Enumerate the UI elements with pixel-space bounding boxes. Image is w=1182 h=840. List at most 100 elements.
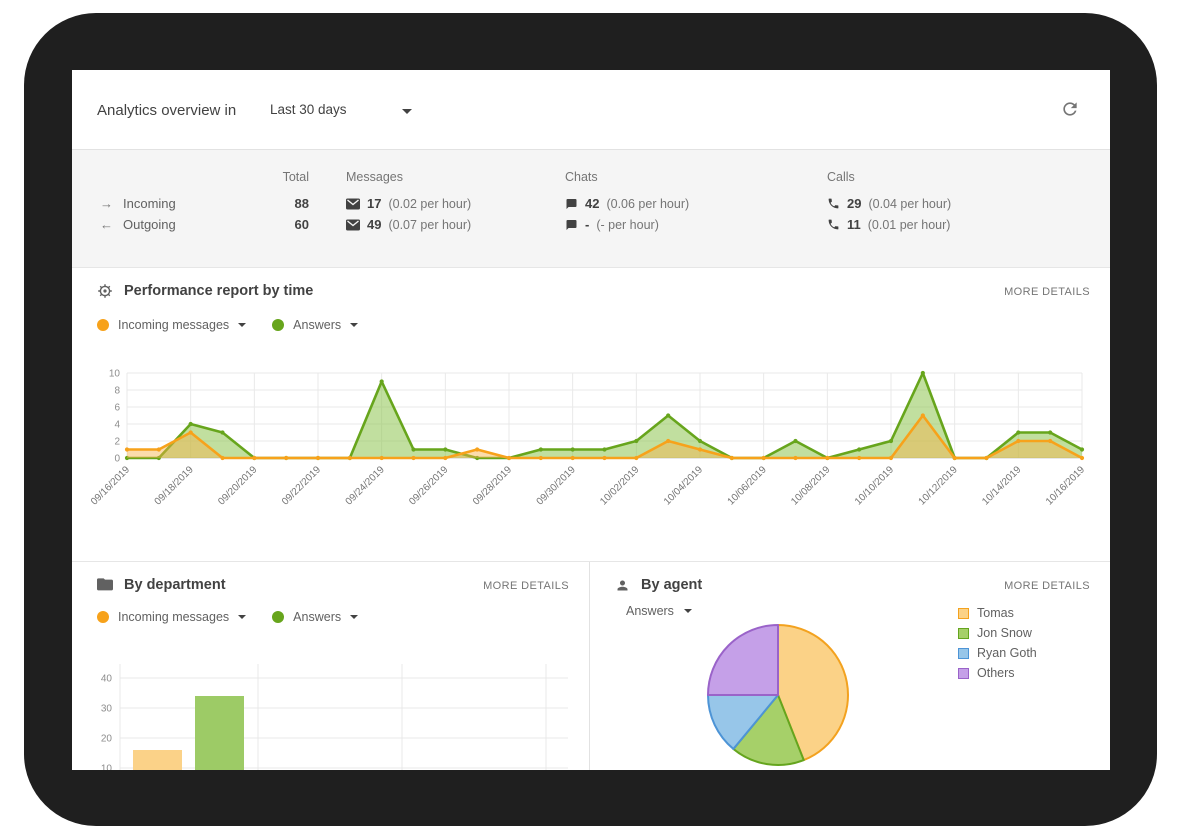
legend-tomas[interactable]: Tomas <box>958 606 1037 620</box>
department-bar-chart[interactable]: 40 30 20 10 <box>72 644 590 770</box>
col-header-calls: Calls <box>827 170 855 184</box>
device-frame: Analytics overview in Last 30 days Total… <box>24 13 1157 826</box>
legend-answers[interactable]: Answers <box>272 610 359 624</box>
refresh-icon <box>1063 102 1077 116</box>
period-dropdown[interactable]: Last 30 days <box>270 101 420 123</box>
page-title: Analytics overview in <box>97 102 237 119</box>
svg-text:09/18/2019: 09/18/2019 <box>153 464 196 507</box>
svg-text:40: 40 <box>101 674 113 685</box>
by-agent-panel: By agent MORE DETAILS Answers Tomas Jon … <box>590 562 1110 770</box>
svg-text:10/12/2019: 10/12/2019 <box>917 464 960 507</box>
legend-others[interactable]: Others <box>958 666 1037 680</box>
green-dot-icon <box>272 319 285 331</box>
envelope-icon <box>346 219 360 230</box>
pie-slice-others <box>707 624 779 696</box>
orange-dot-icon <box>97 319 109 331</box>
svg-text:20: 20 <box>101 734 113 745</box>
legend-incoming-messages[interactable]: Incoming messages <box>97 610 247 624</box>
svg-text:30: 30 <box>101 704 113 715</box>
pie-slice-ryan-goth <box>707 694 779 750</box>
swatch-icon <box>958 627 969 639</box>
pie-slice-tomas <box>777 624 849 762</box>
swatch-icon <box>958 607 969 619</box>
agent-metric-dropdown[interactable]: Answers <box>626 604 692 618</box>
person-icon <box>617 580 628 590</box>
incoming-calls: 29 (0.04 per hour) <box>827 196 1110 211</box>
svg-text:09/20/2019: 09/20/2019 <box>216 464 259 507</box>
svg-text:09/30/2019: 09/30/2019 <box>535 464 578 507</box>
arrow-left-icon: ← <box>100 217 113 232</box>
svg-text:09/16/2019: 09/16/2019 <box>89 464 132 507</box>
pie-legend: Tomas Jon Snow Ryan Goth Others <box>958 606 1037 686</box>
performance-more-details[interactable]: MORE DETAILS <box>1004 286 1090 298</box>
performance-report-panel: Performance report by time MORE DETAILS … <box>72 268 1110 562</box>
chat-bubble-icon <box>566 219 577 230</box>
col-header-total: Total <box>282 170 309 184</box>
svg-text:09/22/2019: 09/22/2019 <box>280 464 323 507</box>
svg-text:10/16/2019: 10/16/2019 <box>1044 464 1087 507</box>
svg-text:0: 0 <box>114 454 120 465</box>
svg-text:6: 6 <box>114 403 120 414</box>
outgoing-calls: 11 (0.01 per hour) <box>827 217 1110 232</box>
incoming-total: 88 <box>294 196 309 211</box>
svg-text:2: 2 <box>114 437 120 448</box>
pie-slice-jon-snow <box>732 694 805 766</box>
row-outgoing: ← Outgoing <box>97 217 247 232</box>
legend-answers[interactable]: Answers <box>272 318 359 332</box>
swatch-icon <box>958 647 969 659</box>
svg-text:4: 4 <box>114 420 120 431</box>
legend-jon-snow[interactable]: Jon Snow <box>958 626 1037 640</box>
svg-text:10: 10 <box>101 764 113 771</box>
svg-text:09/28/2019: 09/28/2019 <box>471 464 514 507</box>
stats-summary: Total Messages Chats Calls → Incoming 88 … <box>72 150 1110 268</box>
svg-text:8: 8 <box>114 386 120 397</box>
by-department-title: By department <box>124 577 226 593</box>
by-agent-title: By agent <box>641 577 703 593</box>
by-department-panel: By department MORE DETAILS Incoming mess… <box>72 562 590 770</box>
arrow-right-icon: → <box>100 196 113 211</box>
period-value: Last 30 days <box>270 102 347 117</box>
by-agent-more-details[interactable]: MORE DETAILS <box>1004 580 1090 592</box>
svg-text:10/08/2019: 10/08/2019 <box>789 464 832 507</box>
swatch-icon <box>958 667 969 679</box>
chevron-down-icon <box>238 615 247 619</box>
outgoing-messages: 49 (0.07 per hour) <box>309 217 565 232</box>
chevron-down-icon <box>683 609 692 613</box>
agent-pie-chart[interactable] <box>678 614 888 770</box>
by-department-more-details[interactable]: MORE DETAILS <box>483 580 569 592</box>
analytics-dashboard: Analytics overview in Last 30 days Total… <box>72 70 1110 770</box>
svg-text:10/02/2019: 10/02/2019 <box>598 464 641 507</box>
svg-text:09/24/2019: 09/24/2019 <box>344 464 387 507</box>
gear-icon <box>98 284 112 298</box>
chevron-down-icon <box>402 109 412 114</box>
folder-icon <box>97 578 113 591</box>
legend-incoming-messages[interactable]: Incoming messages <box>97 318 247 332</box>
outgoing-chats: - (- per hour) <box>565 217 827 232</box>
col-header-messages: Messages <box>346 170 403 184</box>
phone-icon <box>828 219 839 230</box>
chevron-down-icon <box>238 323 247 327</box>
envelope-icon <box>346 198 360 209</box>
svg-text:09/26/2019: 09/26/2019 <box>407 464 450 507</box>
svg-text:10/10/2019: 10/10/2019 <box>853 464 896 507</box>
chevron-down-icon <box>350 615 359 619</box>
outgoing-total: 60 <box>294 217 309 232</box>
header: Analytics overview in Last 30 days <box>72 70 1110 150</box>
green-dot-icon <box>272 611 285 623</box>
col-header-chats: Chats <box>565 170 598 184</box>
incoming-messages: 17 (0.02 per hour) <box>309 196 565 211</box>
legend-ryan-goth[interactable]: Ryan Goth <box>958 646 1037 660</box>
time-series-chart[interactable]: 0 2 4 6 8 10 09/16/2019 09/18/2019 09/20/2019 09/… <box>72 356 1110 562</box>
svg-text:10: 10 <box>109 369 121 380</box>
performance-title: Performance report by time <box>124 283 314 299</box>
orange-dot-icon <box>97 611 109 623</box>
svg-text:10/14/2019: 10/14/2019 <box>980 464 1023 507</box>
svg-text:10/06/2019: 10/06/2019 <box>726 464 769 507</box>
chevron-down-icon <box>350 323 359 327</box>
refresh-button[interactable] <box>1060 99 1080 119</box>
chat-bubble-icon <box>566 198 577 209</box>
row-incoming: → Incoming <box>97 196 247 211</box>
phone-icon <box>828 198 839 209</box>
svg-text:10/04/2019: 10/04/2019 <box>662 464 705 507</box>
incoming-chats: 42 (0.06 per hour) <box>565 196 827 211</box>
